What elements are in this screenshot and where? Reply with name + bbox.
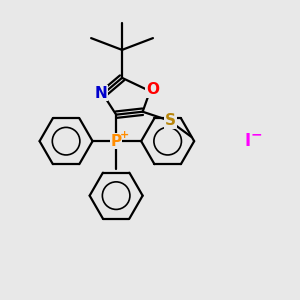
Text: P: P — [111, 134, 122, 149]
Text: I: I — [244, 132, 250, 150]
Text: O: O — [146, 82, 159, 97]
Text: −: − — [250, 128, 262, 142]
Text: +: + — [120, 130, 129, 140]
Text: S: S — [165, 113, 176, 128]
Text: N: N — [94, 86, 107, 101]
